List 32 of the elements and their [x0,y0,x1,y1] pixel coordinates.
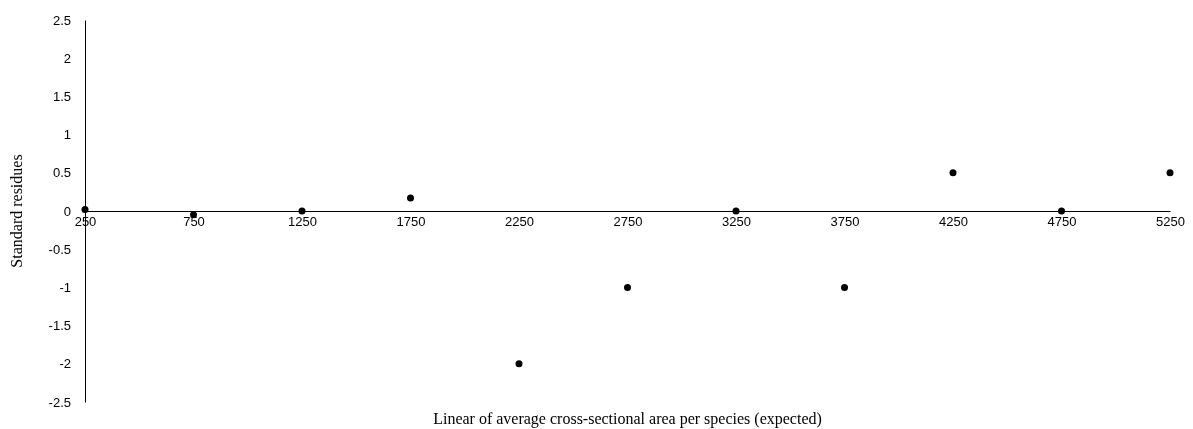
y-tick-label: 1.5 [52,89,71,105]
point [1166,169,1174,177]
x-axis-title: Linear of average cross-sectional area per species (expected) [433,410,822,428]
y-axis-title: Standard residues [8,154,25,268]
x-tick-label: 4750 [1047,214,1077,230]
x-tick-label: 5250 [1156,214,1185,230]
x-tick-label: 3750 [830,214,860,230]
x-tick-label: 1750 [396,214,426,230]
point [515,360,523,368]
point [298,207,306,215]
y-tick-label: 0.5 [52,165,71,181]
y-tick-label: -0.5 [48,241,71,257]
point [81,205,89,213]
x-tick-label: 750 [183,214,205,230]
y-tick-label: 2 [63,50,71,66]
x-tick-label: 1250 [288,214,317,230]
point [407,194,414,202]
point [949,169,957,177]
x-tick-label: 4250 [939,214,968,230]
y-tick-label: -2 [59,356,71,372]
y-tick-label: 0 [63,203,71,219]
x-tick-label: 2250 [505,214,534,230]
y-tick-label: 1 [63,127,71,143]
x-tick-label: 2750 [613,214,643,230]
point [732,207,740,215]
x-tick-label: 3250 [722,214,751,230]
y-tick-label: -2.5 [48,394,71,410]
y-tick-label: -1 [59,280,71,296]
point [624,283,631,291]
point [841,283,848,291]
y-tick-label: 2.5 [52,12,71,28]
y-tick-label: -1.5 [48,318,71,334]
